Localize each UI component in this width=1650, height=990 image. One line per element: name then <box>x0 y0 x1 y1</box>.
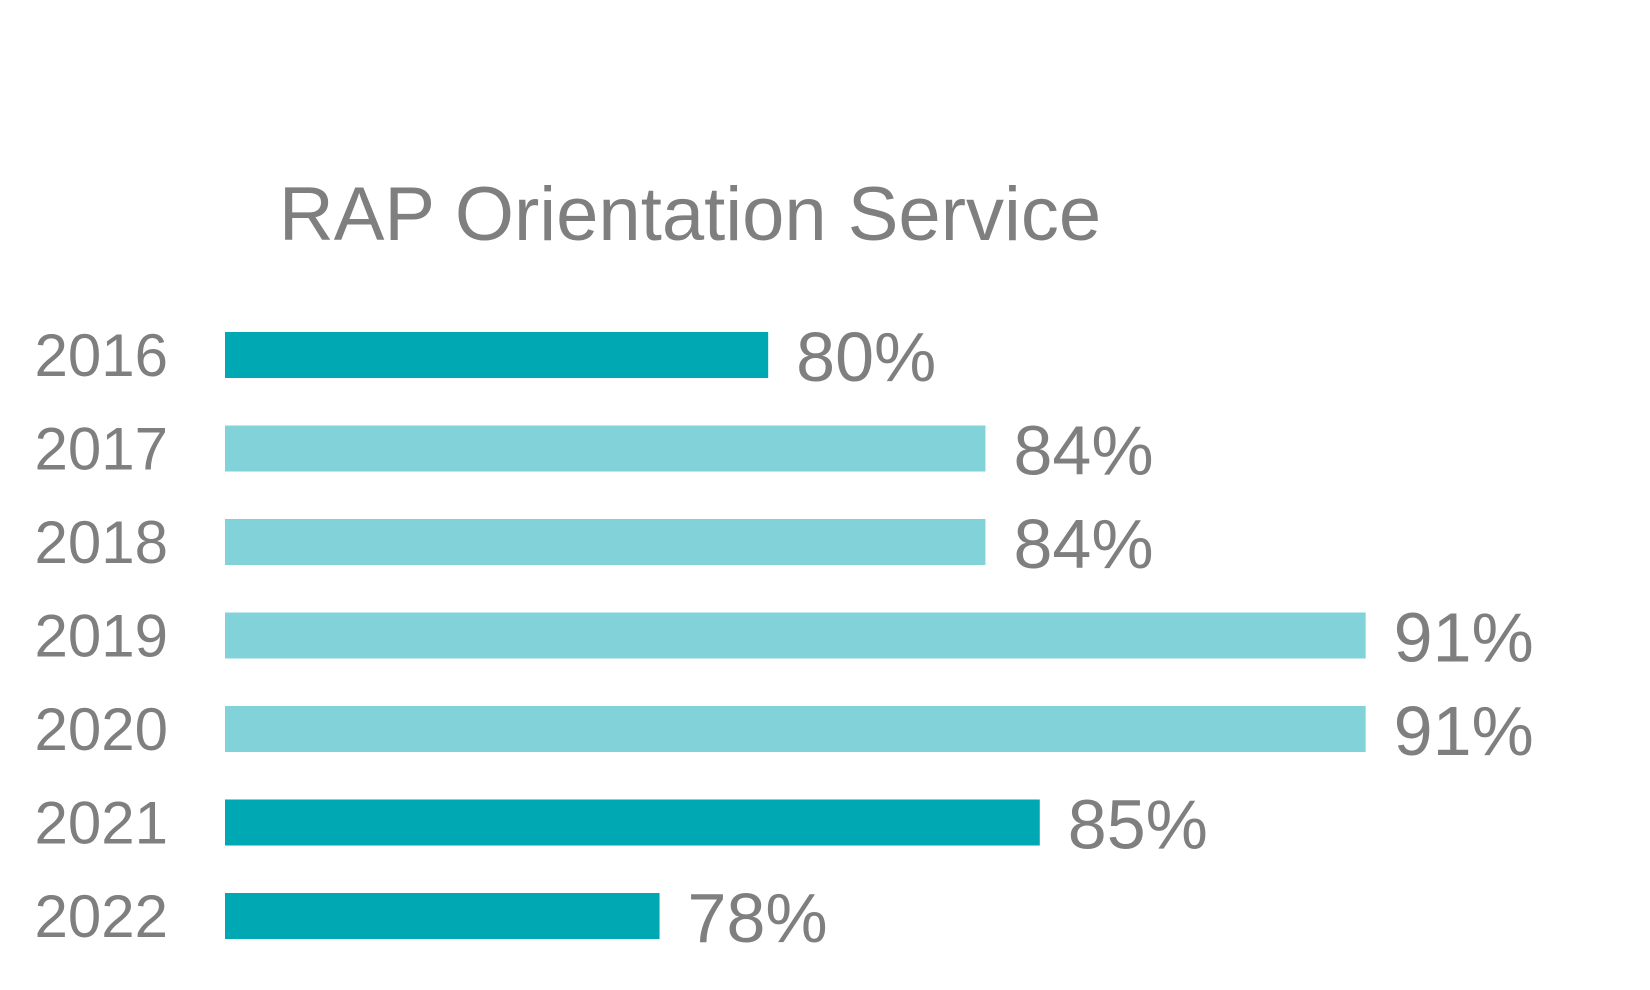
value-label-2017: 84% <box>1013 412 1153 490</box>
category-label-2017: 2017 <box>35 416 168 483</box>
bar-2016 <box>225 332 769 378</box>
value-label-2018: 84% <box>1013 505 1153 583</box>
value-label-2020: 91% <box>1394 692 1534 770</box>
bar-2017 <box>225 425 986 472</box>
category-labels: 2016 2017 2018 2019 2020 2021 2022 <box>35 322 168 950</box>
category-label-2018: 2018 <box>35 509 168 576</box>
chart-title: RAP Orientation Service <box>279 172 1101 257</box>
bar-2022 <box>225 893 660 939</box>
value-label-2021: 85% <box>1068 786 1208 864</box>
bars-group <box>225 332 1366 939</box>
value-label-2022: 78% <box>688 879 828 957</box>
value-label-2016: 80% <box>796 318 936 396</box>
category-label-2022: 2022 <box>35 883 168 950</box>
bar-2021 <box>225 799 1040 846</box>
value-label-2019: 91% <box>1394 599 1534 677</box>
bar-2019 <box>225 612 1366 659</box>
bar-2020 <box>225 706 1366 752</box>
bar-2018 <box>225 519 986 565</box>
category-label-2021: 2021 <box>35 790 168 857</box>
category-label-2016: 2016 <box>35 322 168 389</box>
value-labels: 80% 84% 84% 91% 91% 85% 78% <box>688 318 1534 957</box>
category-label-2019: 2019 <box>35 603 168 670</box>
category-label-2020: 2020 <box>35 696 168 763</box>
